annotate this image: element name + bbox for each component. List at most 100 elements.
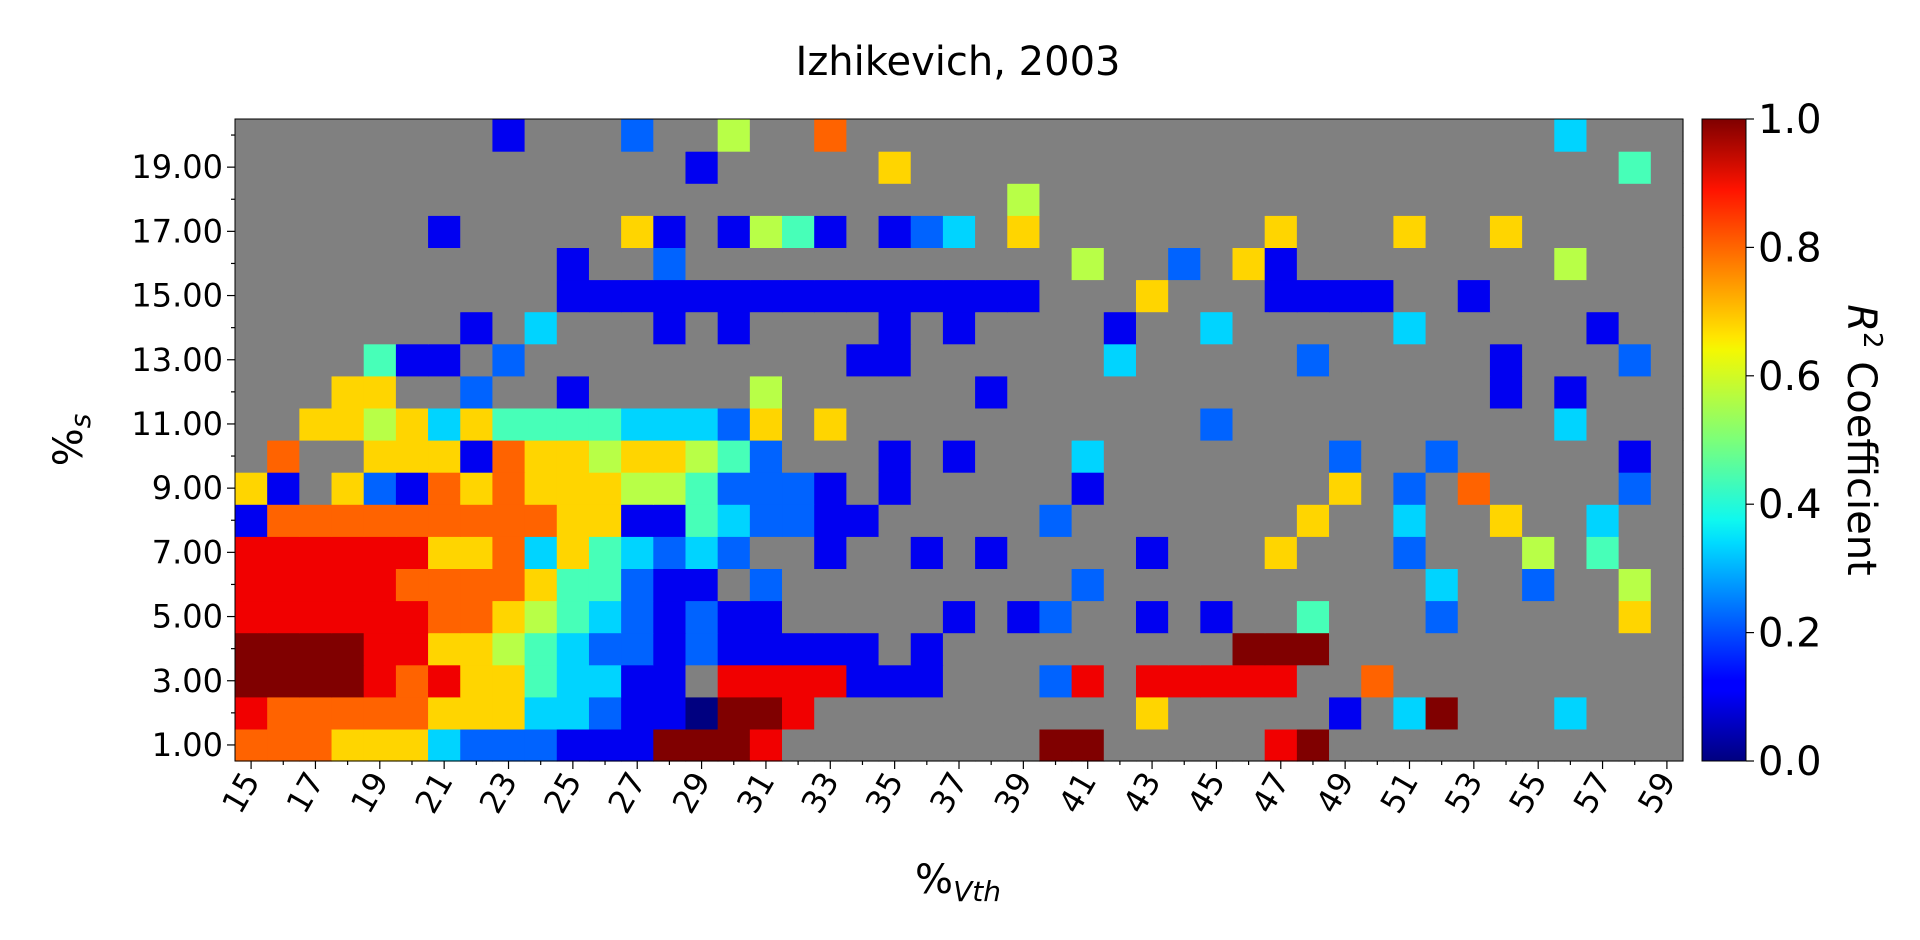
heatmap-cell <box>1361 664 1394 698</box>
heatmap-cell <box>910 600 944 634</box>
heatmap-cell <box>878 119 912 152</box>
heatmap-cell <box>749 375 783 409</box>
x-tick-label: 29 <box>665 766 718 820</box>
heatmap-cell <box>1457 151 1491 184</box>
heatmap-cell <box>1103 311 1137 345</box>
heatmap-cell <box>846 407 880 441</box>
heatmap-cell <box>975 407 1008 441</box>
y-tick-label: 1.00 <box>152 726 223 764</box>
heatmap-cell <box>782 215 815 248</box>
heatmap-cell <box>942 375 976 409</box>
heatmap-cell <box>878 568 912 602</box>
heatmap-cell <box>653 407 687 441</box>
heatmap-cell <box>1296 536 1330 569</box>
heatmap-cell <box>1618 664 1652 698</box>
heatmap-cell <box>975 247 1008 281</box>
heatmap-cell <box>814 247 847 281</box>
x-tick-label: 15 <box>214 766 267 820</box>
heatmap-cell <box>395 279 429 313</box>
heatmap-cell <box>1457 343 1491 377</box>
heatmap-cell <box>363 504 397 537</box>
heatmap-cell <box>782 311 815 345</box>
heatmap-cell <box>299 311 333 345</box>
heatmap-cell <box>267 440 300 473</box>
heatmap-cell <box>460 696 494 730</box>
heatmap-cell <box>1522 568 1555 602</box>
heatmap-cell <box>814 215 847 248</box>
x-tick-label: 23 <box>472 765 525 819</box>
y-tick-label: 17.00 <box>131 212 223 250</box>
heatmap-cell <box>363 247 397 281</box>
heatmap-cell <box>1650 472 1684 505</box>
colorbar: 0.0 0.2 0.4 0.6 0.8 1.0 <box>1701 97 1822 785</box>
heatmap-cell <box>428 151 461 184</box>
heatmap-cell <box>717 311 751 345</box>
heatmap-cell <box>1650 407 1684 441</box>
heatmap-cell <box>975 600 1008 634</box>
heatmap-cell <box>267 504 300 537</box>
heatmap-cell <box>267 375 300 409</box>
heatmap-cell <box>428 215 461 248</box>
heatmap-cell <box>1264 279 1298 313</box>
heatmap-cell <box>363 407 397 441</box>
y-tick-label: 3.00 <box>152 662 223 700</box>
heatmap-cell <box>1071 311 1105 345</box>
heatmap-cell <box>1650 536 1684 569</box>
heatmap-cell <box>363 632 397 666</box>
heatmap-cell <box>299 728 333 762</box>
heatmap-cell <box>1586 472 1620 505</box>
heatmap-cell <box>1200 407 1234 441</box>
heatmap-cell <box>395 375 429 409</box>
heatmap-cell <box>1039 632 1073 666</box>
colorbar-gradient <box>1701 118 1747 762</box>
heatmap-cell <box>267 119 300 152</box>
colorbar-tick-label: 0.4 <box>1758 482 1822 528</box>
heatmap-cell <box>395 151 429 184</box>
heatmap-cell <box>846 664 880 698</box>
heatmap-cell <box>556 407 590 441</box>
heatmap-cell <box>1135 119 1169 152</box>
heatmap-cell <box>1007 311 1041 345</box>
heatmap-cell <box>299 279 333 313</box>
heatmap-cell <box>1103 696 1137 730</box>
heatmap-cell <box>1200 215 1234 248</box>
heatmap-cell <box>846 600 880 634</box>
heatmap-cell <box>910 311 944 345</box>
x-tick-label: 21 <box>407 766 460 820</box>
heatmap-cell <box>1135 407 1169 441</box>
heatmap-cell <box>1586 151 1620 184</box>
heatmap-cell <box>1232 311 1266 345</box>
heatmap-cell <box>685 536 719 569</box>
heatmap-cell <box>1103 183 1137 216</box>
heatmap-cell <box>814 504 847 537</box>
heatmap-cell <box>1586 536 1620 569</box>
heatmap-cell <box>782 728 815 762</box>
heatmap-cell <box>1425 536 1459 569</box>
heatmap-cell <box>588 632 622 666</box>
heatmap-cell <box>1071 183 1105 216</box>
heatmap-cell <box>588 536 622 569</box>
heatmap-cell <box>1103 343 1137 377</box>
heatmap-cell <box>1522 536 1555 569</box>
heatmap-cell <box>235 728 268 762</box>
heatmap-cell <box>1361 696 1394 730</box>
heatmap-cell <box>1425 183 1459 216</box>
heatmap-cell <box>1489 440 1523 473</box>
heatmap-cell <box>1135 664 1169 698</box>
heatmap-cell <box>267 600 300 634</box>
heatmap-cell <box>1007 568 1041 602</box>
heatmap-cell <box>621 664 654 698</box>
heatmap-cell <box>653 472 687 505</box>
heatmap-cell <box>588 215 622 248</box>
heatmap-cell <box>942 728 976 762</box>
heatmap-cell <box>1200 696 1234 730</box>
heatmap-cell <box>492 151 526 184</box>
heatmap-cell <box>942 151 976 184</box>
heatmap-cell <box>363 151 397 184</box>
heatmap-cell <box>1329 728 1362 762</box>
heatmap-cell <box>717 664 751 698</box>
heatmap-cell <box>975 375 1008 409</box>
heatmap-cell <box>492 183 526 216</box>
heatmap-cell <box>749 407 783 441</box>
heatmap-cell <box>1586 600 1620 634</box>
